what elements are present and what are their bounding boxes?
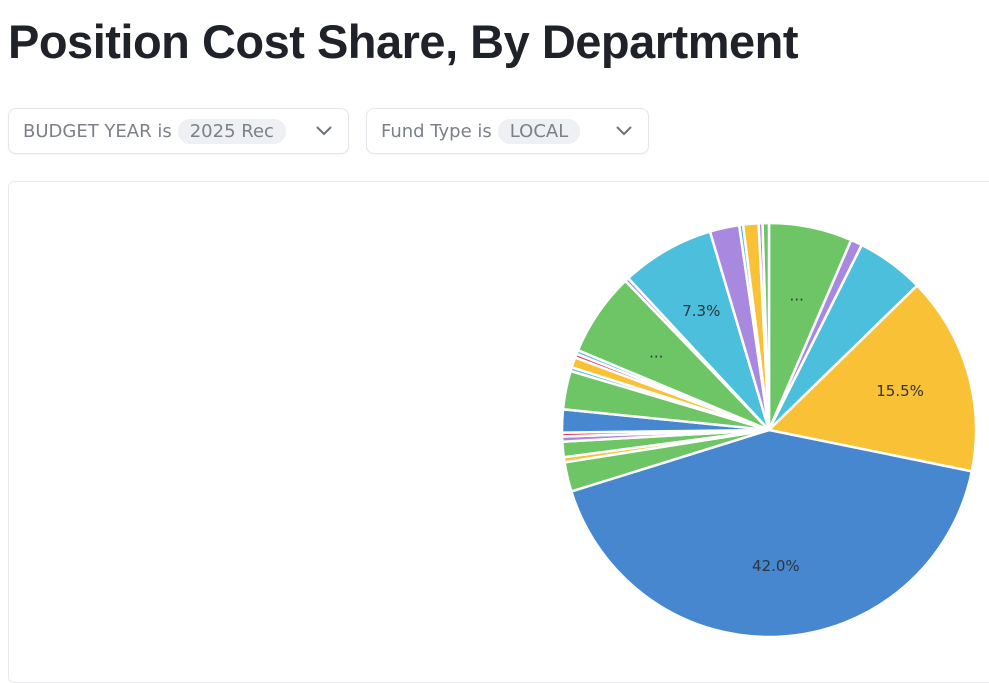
filter-value: LOCAL [497,118,581,144]
chevron [616,126,632,136]
pie-slice [569,428,974,639]
filter-label: BUDGET YEAR is [23,120,172,142]
page: Position Cost Share, By Department BUDGE… [8,15,989,683]
slice-label: 7.3% [682,302,720,320]
chart: ... 15.5% 42.0%... 7.3% [560,221,978,639]
slice-label: ... [790,287,804,305]
filter[interactable]: Fund Type is LOCAL [366,108,649,154]
slice-label: 42.0% [752,557,800,575]
chevron [316,126,332,136]
filter[interactable]: BUDGET YEAR is 2025 Rec [8,108,349,154]
slice-label: 15.5% [876,382,924,400]
page-title: Position Cost Share, By Department [8,15,799,68]
filter-label: Fund Type is [381,120,492,142]
pie-slice [761,221,771,431]
filter-value: 2025 Rec [177,118,286,144]
slice-label: ... [649,343,663,361]
pie-slice [766,283,978,473]
